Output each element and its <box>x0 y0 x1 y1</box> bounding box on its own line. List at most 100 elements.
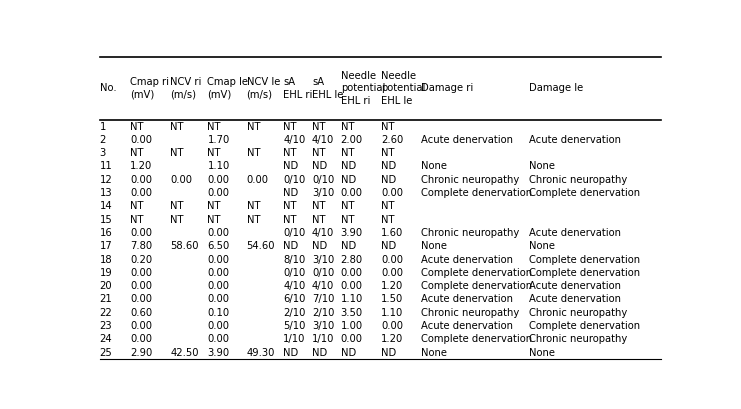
Text: ND: ND <box>283 188 299 198</box>
Text: 4/10: 4/10 <box>283 135 305 145</box>
Text: ND: ND <box>283 348 299 357</box>
Text: 2.60: 2.60 <box>381 135 403 145</box>
Text: 16: 16 <box>99 228 113 238</box>
Text: 2.00: 2.00 <box>341 135 363 145</box>
Text: NT: NT <box>170 215 184 225</box>
Text: ND: ND <box>381 241 396 251</box>
Text: 25: 25 <box>99 348 113 357</box>
Text: 23: 23 <box>99 321 112 331</box>
Text: 7.80: 7.80 <box>130 241 152 251</box>
Text: 4/10: 4/10 <box>312 135 334 145</box>
Text: NT: NT <box>341 201 354 211</box>
Text: 3.50: 3.50 <box>341 308 363 318</box>
Text: 0.00: 0.00 <box>381 268 403 278</box>
Text: ND: ND <box>381 348 396 357</box>
Text: Complete denervation: Complete denervation <box>421 188 532 198</box>
Text: 0.60: 0.60 <box>130 308 152 318</box>
Text: Acute denervation: Acute denervation <box>421 254 513 265</box>
Text: 0.00: 0.00 <box>207 188 230 198</box>
Text: NT: NT <box>247 121 260 132</box>
Text: 1/10: 1/10 <box>283 334 305 344</box>
Text: 54.60: 54.60 <box>247 241 275 251</box>
Text: Acute denervation: Acute denervation <box>529 228 621 238</box>
Text: 7/10: 7/10 <box>312 294 334 304</box>
Text: Complete denervation: Complete denervation <box>529 268 640 278</box>
Text: 1.20: 1.20 <box>381 334 403 344</box>
Text: 3.90: 3.90 <box>341 228 363 238</box>
Text: None: None <box>529 241 555 251</box>
Text: 0.00: 0.00 <box>207 281 230 291</box>
Text: 2/10: 2/10 <box>283 308 305 318</box>
Text: 0.00: 0.00 <box>207 228 230 238</box>
Text: sA
EHL le: sA EHL le <box>312 77 343 100</box>
Text: NT: NT <box>283 215 297 225</box>
Text: NT: NT <box>381 215 394 225</box>
Text: 1.60: 1.60 <box>381 228 403 238</box>
Text: 0.00: 0.00 <box>130 334 152 344</box>
Text: 0.00: 0.00 <box>341 334 362 344</box>
Text: 24: 24 <box>99 334 112 344</box>
Text: NT: NT <box>341 215 354 225</box>
Text: 15: 15 <box>99 215 113 225</box>
Text: 0.00: 0.00 <box>130 175 152 185</box>
Text: Complete denervation: Complete denervation <box>529 254 640 265</box>
Text: 1.10: 1.10 <box>341 294 363 304</box>
Text: Chronic neuropathy: Chronic neuropathy <box>421 175 519 185</box>
Text: 22: 22 <box>99 308 113 318</box>
Text: ND: ND <box>381 175 396 185</box>
Text: NT: NT <box>283 201 297 211</box>
Text: ND: ND <box>381 162 396 171</box>
Text: Acute denervation: Acute denervation <box>529 135 621 145</box>
Text: NT: NT <box>170 148 184 158</box>
Text: Chronic neuropathy: Chronic neuropathy <box>421 228 519 238</box>
Text: No.: No. <box>99 83 116 93</box>
Text: NCV ri
(m/s): NCV ri (m/s) <box>170 77 202 100</box>
Text: 0.00: 0.00 <box>130 281 152 291</box>
Text: 0.00: 0.00 <box>381 254 403 265</box>
Text: 0.00: 0.00 <box>130 321 152 331</box>
Text: 0.00: 0.00 <box>207 334 230 344</box>
Text: 0.00: 0.00 <box>130 268 152 278</box>
Text: Complete denervation: Complete denervation <box>421 281 532 291</box>
Text: Chronic neuropathy: Chronic neuropathy <box>529 334 628 344</box>
Text: ND: ND <box>312 162 328 171</box>
Text: 0.00: 0.00 <box>341 268 362 278</box>
Text: NT: NT <box>312 148 325 158</box>
Text: NT: NT <box>312 201 325 211</box>
Text: 0.00: 0.00 <box>207 294 230 304</box>
Text: None: None <box>529 162 555 171</box>
Text: Acute denervation: Acute denervation <box>529 281 621 291</box>
Text: 1.50: 1.50 <box>381 294 403 304</box>
Text: 0/10: 0/10 <box>283 175 305 185</box>
Text: Acute denervation: Acute denervation <box>421 294 513 304</box>
Text: 0/10: 0/10 <box>312 268 334 278</box>
Text: NT: NT <box>207 215 221 225</box>
Text: Acute denervation: Acute denervation <box>529 294 621 304</box>
Text: None: None <box>421 348 447 357</box>
Text: 0/10: 0/10 <box>312 175 334 185</box>
Text: NT: NT <box>170 121 184 132</box>
Text: 18: 18 <box>99 254 112 265</box>
Text: 14: 14 <box>99 201 112 211</box>
Text: 3/10: 3/10 <box>312 321 334 331</box>
Text: 42.50: 42.50 <box>170 348 199 357</box>
Text: 2.80: 2.80 <box>341 254 363 265</box>
Text: 0.00: 0.00 <box>341 188 362 198</box>
Text: 0.00: 0.00 <box>341 281 362 291</box>
Text: NT: NT <box>312 121 325 132</box>
Text: 49.30: 49.30 <box>247 348 275 357</box>
Text: Damage le: Damage le <box>529 83 583 93</box>
Text: Complete denervation: Complete denervation <box>421 334 532 344</box>
Text: 6.50: 6.50 <box>207 241 230 251</box>
Text: NT: NT <box>283 148 297 158</box>
Text: 0.00: 0.00 <box>207 268 230 278</box>
Text: Cmap ri
(mV): Cmap ri (mV) <box>130 77 169 100</box>
Text: 1: 1 <box>99 121 106 132</box>
Text: Chronic neuropathy: Chronic neuropathy <box>529 175 628 185</box>
Text: 1.00: 1.00 <box>341 321 363 331</box>
Text: 3/10: 3/10 <box>312 254 334 265</box>
Text: 0.00: 0.00 <box>207 254 230 265</box>
Text: None: None <box>421 162 447 171</box>
Text: 1.20: 1.20 <box>130 162 152 171</box>
Text: ND: ND <box>341 175 356 185</box>
